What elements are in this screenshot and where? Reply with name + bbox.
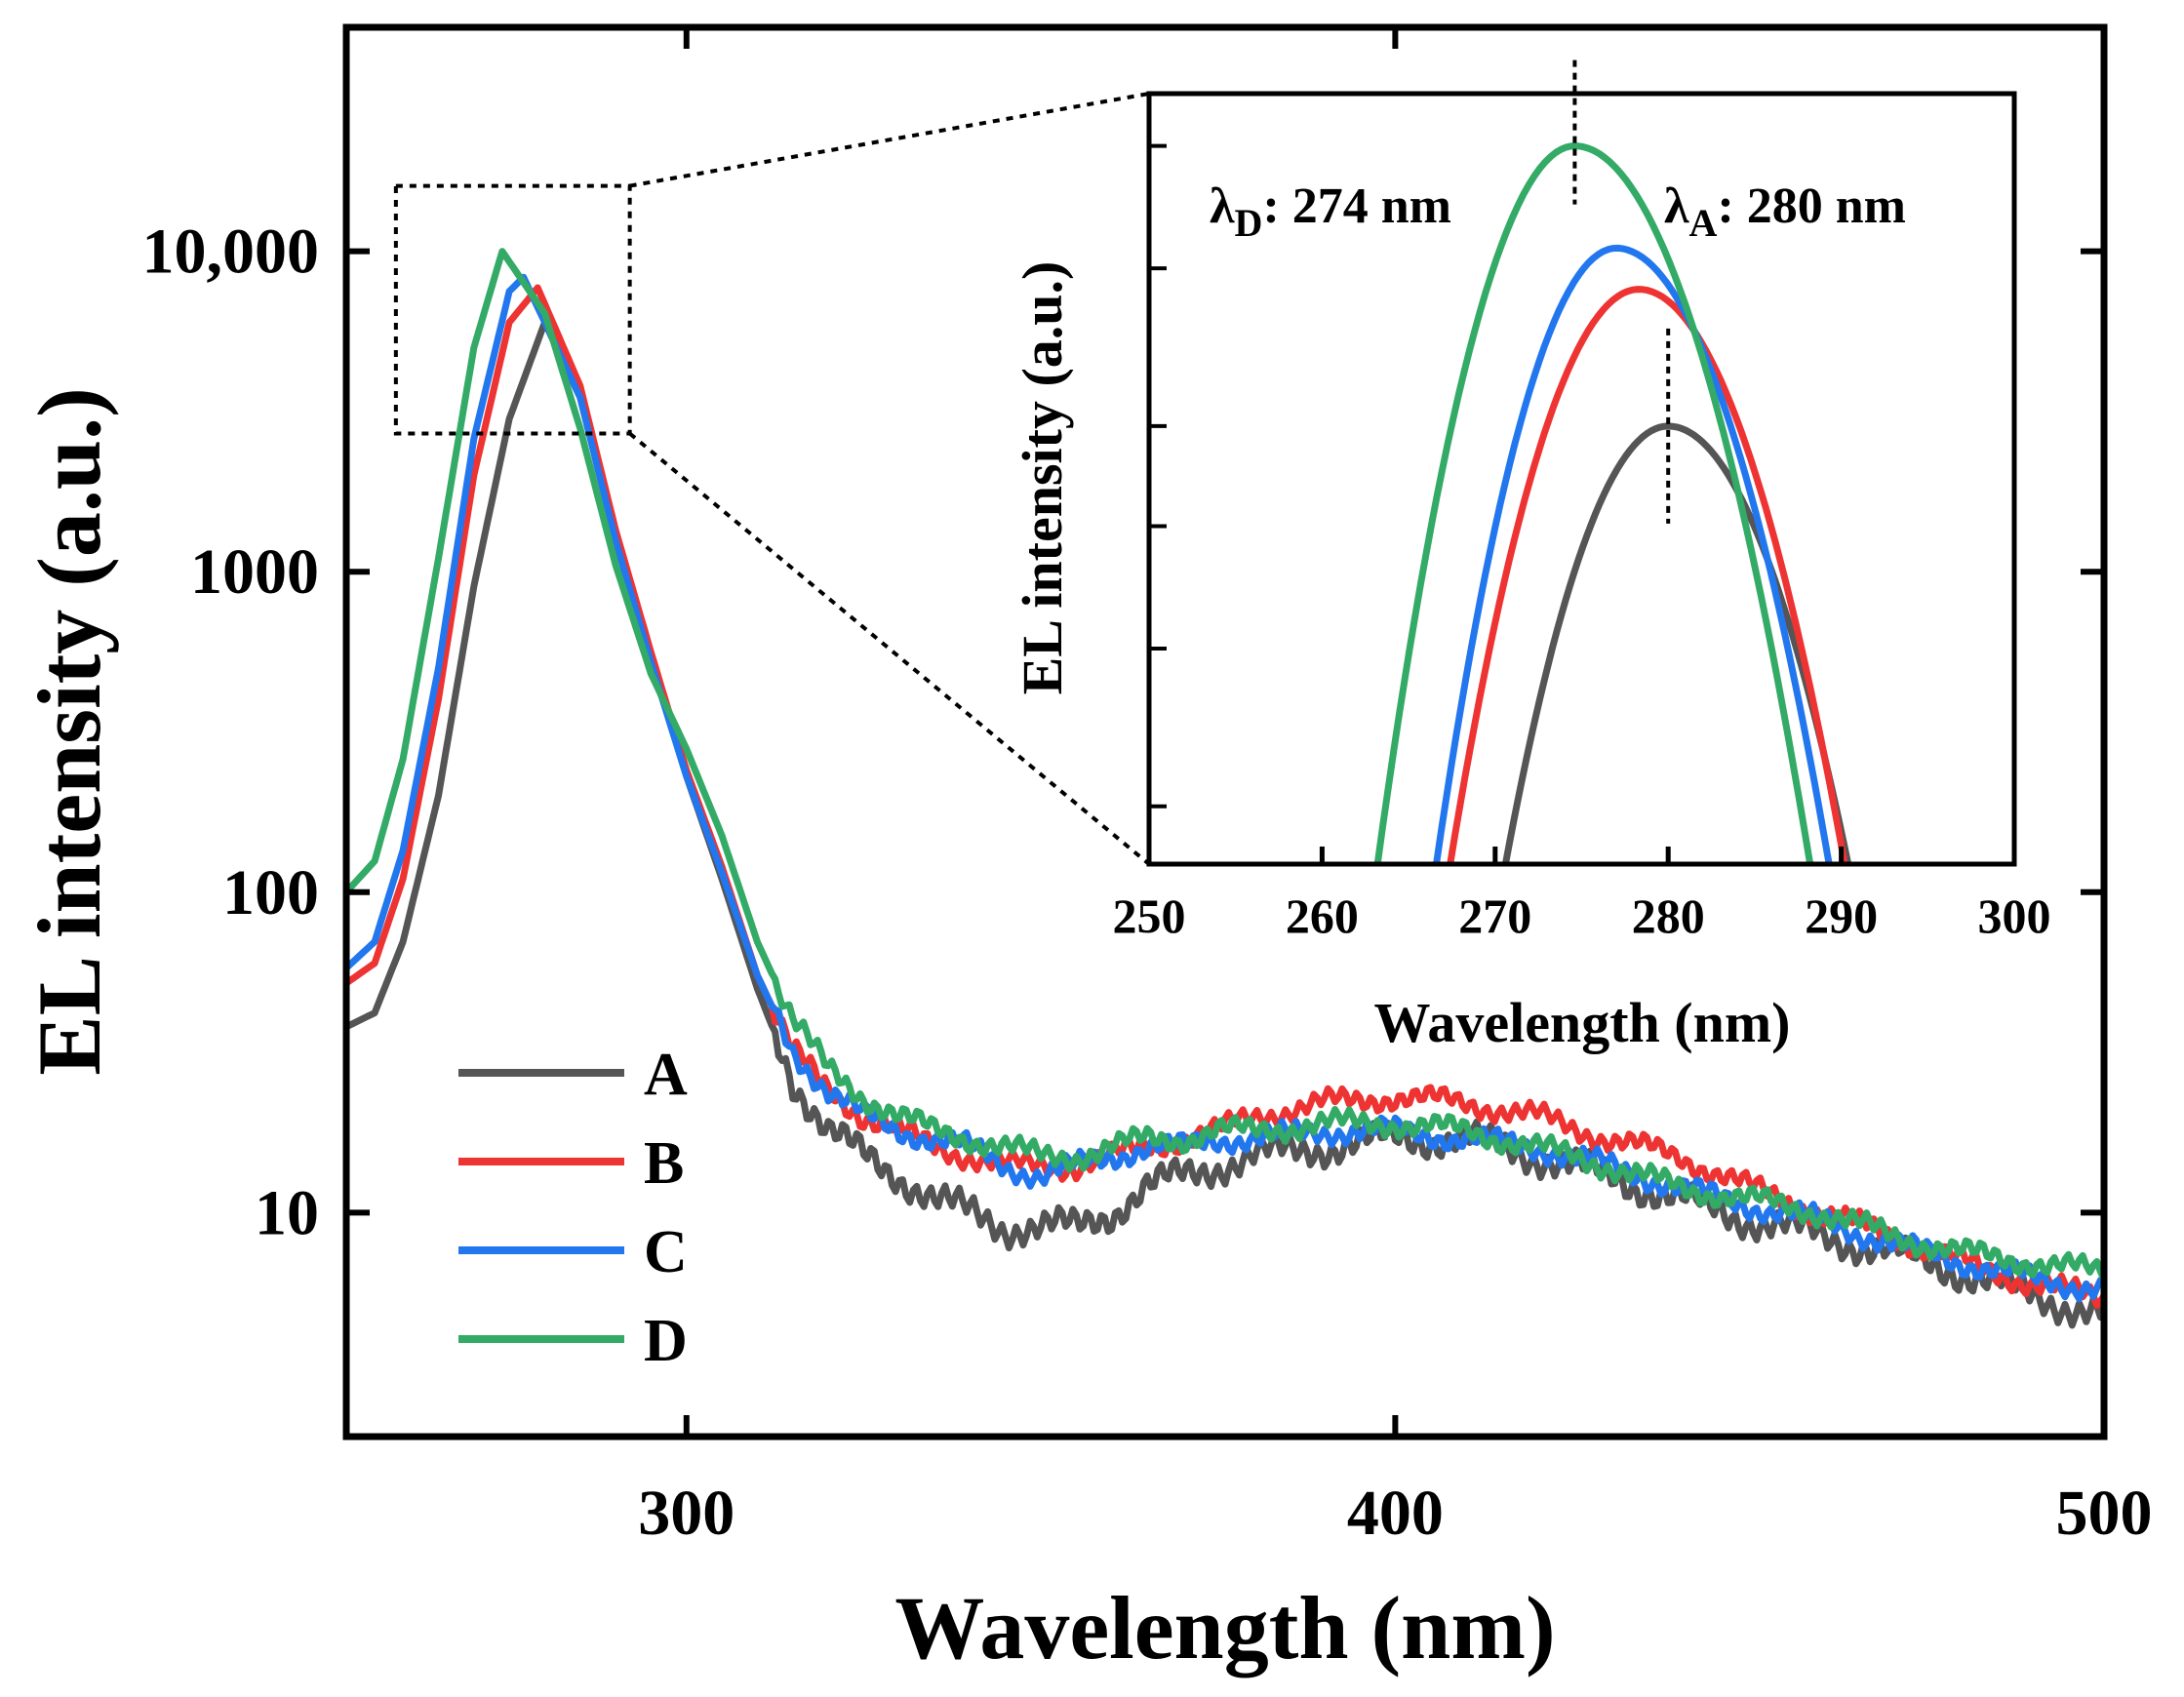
inset-x-tick-label: 280 — [1632, 888, 1705, 943]
inset-x-tick-label: 290 — [1805, 888, 1878, 943]
peak-annotation-D: λD: 274 nm — [1210, 178, 1451, 245]
inset-annotations: λD: 274 nm λA: 280 nm — [1210, 59, 1906, 524]
inset-x-tick-label: 260 — [1286, 888, 1359, 943]
inset-series-line-D — [1373, 142, 1814, 865]
inset-x-tick-label: 300 — [1978, 888, 2051, 943]
x-tick-label: 300 — [638, 1478, 735, 1549]
series-line-D — [343, 248, 2108, 1282]
inset-plot-frame — [1146, 91, 2017, 867]
zoom-indicator — [393, 92, 1151, 866]
inset-x-axis-title: Wavelength (nm) — [1374, 991, 1791, 1054]
y-tick-label: 100 — [222, 857, 319, 928]
zoom-connector-top — [629, 92, 1150, 188]
inset-background — [1149, 94, 2014, 864]
x-tick-label: 400 — [1347, 1478, 1444, 1549]
inset-x-tick-label: 270 — [1458, 888, 1531, 943]
main-tick-labels: 300 400 500 10 100 1000 10,000 — [142, 217, 2153, 1549]
y-tick-label: 10,000 — [142, 217, 320, 288]
y-axis-title: EL intensity (a.u.) — [20, 387, 119, 1075]
y-tick-label: 1000 — [190, 536, 319, 608]
inset-series-group — [1373, 142, 1852, 865]
legend-label-D: D — [644, 1308, 688, 1374]
inset-series-line-A — [1501, 422, 1852, 865]
inset-x-tick-label: 250 — [1113, 888, 1186, 943]
inset-plot: λD: 274 nm λA: 280 nm 250 260 270 280 290 300 … — [1011, 59, 2051, 1054]
inset-series-line-C — [1433, 244, 1833, 865]
peak-annotation-A: λA: 280 nm — [1664, 178, 1906, 245]
inset-series-line-B — [1447, 286, 1848, 865]
inset-tick-labels: 250 260 270 280 290 300 — [1113, 888, 2051, 943]
zoom-box — [393, 183, 632, 436]
y-tick-label: 10 — [255, 1177, 319, 1248]
zoom-connector-bottom — [628, 431, 1151, 866]
main-plot-frame — [342, 23, 2108, 1440]
x-axis-title: Wavelength (nm) — [894, 1578, 1555, 1677]
legend-label-A: A — [644, 1042, 688, 1108]
main-plot: 300 400 500 10 100 1000 10,000 Wavelength (nm)… — [20, 23, 2153, 1677]
main-series-group — [343, 248, 2108, 1329]
legend-label-C: C — [644, 1219, 688, 1285]
legend-label-B: B — [644, 1130, 684, 1197]
inset-y-axis-title: EL intensity (a.u.) — [1011, 261, 1074, 695]
x-tick-label: 500 — [2056, 1478, 2153, 1549]
